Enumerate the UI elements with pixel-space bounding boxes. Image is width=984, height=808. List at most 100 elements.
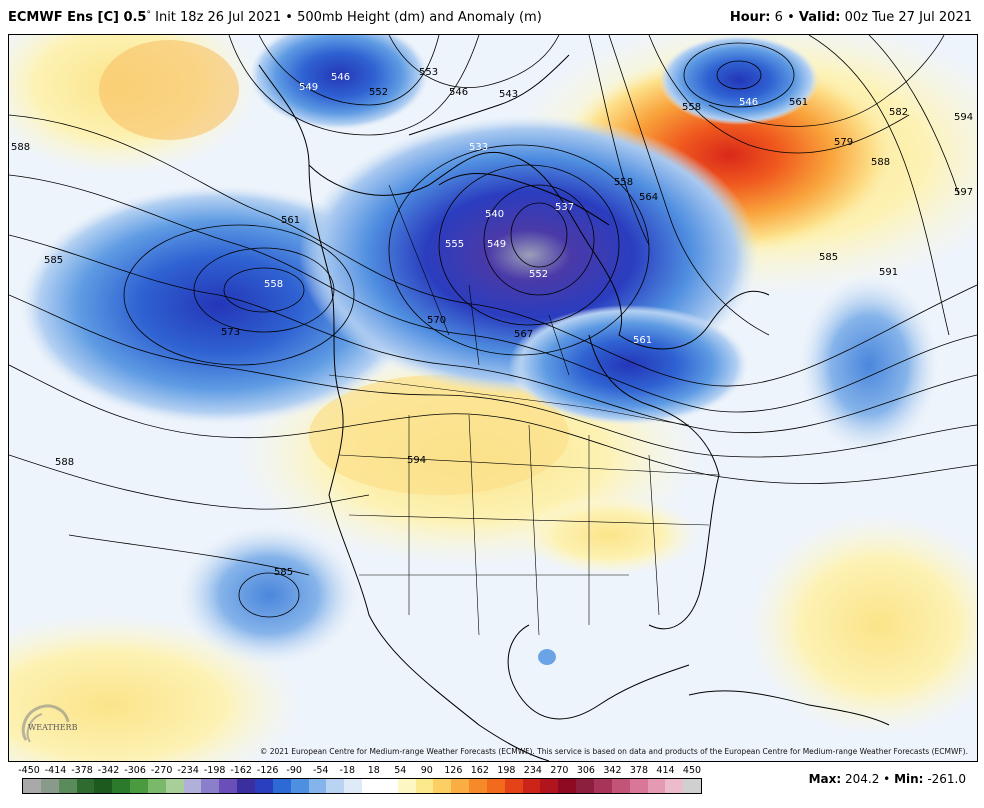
colorbar-swatch — [665, 779, 684, 793]
min-label: Min: — [894, 772, 924, 786]
colorbar-tick-label: 306 — [576, 765, 595, 776]
separator: • — [285, 10, 293, 25]
degree-mark: ° — [146, 10, 151, 20]
contour-label: 552 — [369, 87, 388, 98]
contour-label: 555 — [445, 239, 464, 250]
contour-label: 570 — [427, 315, 446, 326]
colorbar-tick-label: 54 — [394, 765, 407, 776]
colorbar-swatch — [522, 779, 541, 793]
logo-graphic: WEATHERBELL — [21, 704, 95, 743]
colorbar-tick-label: -18 — [339, 765, 355, 776]
separator-3: • — [883, 772, 891, 786]
colorbar-swatch — [504, 779, 523, 793]
contour-label: 588 — [11, 142, 30, 153]
contour-label: 553 — [419, 67, 438, 78]
valid-label: Valid: — [798, 10, 841, 25]
contour-label: 558 — [264, 279, 283, 290]
contour-label: 549 — [299, 82, 318, 93]
contour-label: 573 — [221, 327, 240, 338]
colorbar-swatch — [112, 779, 131, 793]
max-value: 204.2 — [844, 772, 880, 786]
colorbar-tick-label: -198 — [203, 765, 226, 776]
colorbar-tick-label: -270 — [150, 765, 173, 776]
colorbar-swatch — [433, 779, 452, 793]
contour-label: 546 — [449, 87, 468, 98]
max-min-readout: Max: 204.2 • Min: -261.0 — [809, 772, 966, 786]
colorbar-swatch — [451, 779, 470, 793]
contour-label: 543 — [499, 89, 518, 100]
contour-label: 597 — [954, 187, 973, 198]
contour-label: 588 — [55, 457, 74, 468]
colorbar-swatch — [201, 779, 220, 793]
political-borders — [328, 184, 720, 636]
colorbar-swatch — [362, 779, 380, 793]
contour-label: 558 — [682, 102, 701, 113]
colorbar-swatch — [415, 779, 434, 793]
weatherbell-logo: WEATHERBELL — [18, 700, 95, 748]
colorbar-tick-label: -450 — [18, 765, 40, 776]
contour-label: 552 — [529, 269, 548, 280]
contour-label: 579 — [834, 137, 853, 148]
colorbar-tick-label: 342 — [603, 765, 622, 776]
copyright-notice: © 2021 European Centre for Medium-range … — [259, 747, 968, 756]
contour-label: 588 — [871, 157, 890, 168]
colorbar-swatch — [76, 779, 95, 793]
colorbar-tick-label: -54 — [312, 765, 329, 776]
height-contours — [9, 35, 977, 618]
colorbar-swatch — [576, 779, 594, 793]
colorbar-swatch — [629, 779, 648, 793]
positive-anomaly-shading — [9, 35, 977, 761]
colorbar-tick-labels: -450 -414 -378 -342 -306 -270 -234 -198 -162 -126… — [18, 765, 710, 777]
contour-label: 594 — [954, 112, 973, 123]
contour-label: 561 — [789, 97, 808, 108]
contour-label: 582 — [889, 107, 908, 118]
colorbar-tick-label: 18 — [367, 765, 380, 776]
contour-label: 585 — [44, 255, 63, 266]
map-title: ECMWF Ens [C] 0.5° Init 18z 26 Jul 2021 … — [8, 10, 542, 25]
map-panel: 549 546 552 553 546 543 546 561 582 594 … — [8, 34, 978, 762]
colorbar-swatch — [219, 779, 238, 793]
colorbar-swatch — [540, 779, 559, 793]
contour-label: 546 — [739, 97, 758, 108]
colorbar-swatch — [379, 779, 398, 793]
colorbar-tick-label: 126 — [444, 765, 463, 776]
model-name: ECMWF Ens [C] 0.5 — [8, 10, 147, 25]
contour-label: 591 — [879, 267, 898, 278]
colorbar-swatch — [594, 779, 612, 793]
contour-label: 561 — [281, 215, 300, 226]
colorbar-swatch — [486, 779, 505, 793]
colorbar-tick-label: -378 — [71, 765, 93, 776]
colorbar-tick-label: -234 — [177, 765, 199, 776]
contour-label: 558 — [614, 177, 633, 188]
colorbar-swatch — [58, 779, 77, 793]
contour-label: 549 — [487, 239, 506, 250]
colorbar-swatch — [647, 779, 666, 793]
colorbar-tick-label: 90 — [420, 765, 433, 776]
colorbar-swatch — [165, 779, 184, 793]
contour-label: 533 — [469, 142, 488, 153]
colorbar-swatch — [290, 779, 309, 793]
colorbar-swatch — [254, 779, 273, 793]
hour-value: 6 — [774, 10, 783, 25]
colorbar-swatch — [147, 779, 166, 793]
colorbar-swatch — [130, 779, 148, 793]
colorbar-swatch — [94, 779, 113, 793]
contour-label: 594 — [407, 455, 426, 466]
contour-label: 585 — [274, 567, 293, 578]
map-canvas: 549 546 552 553 546 543 546 561 582 594 … — [9, 35, 977, 761]
colorbar-swatch — [23, 779, 41, 793]
colorbar-swatch — [683, 779, 702, 793]
colorbar-tick-label: 198 — [497, 765, 516, 776]
contour-label: 561 — [633, 335, 652, 346]
colorbar-swatch — [344, 779, 363, 793]
colorbar-tick-label: -414 — [44, 765, 67, 776]
field-name: 500mb Height (dm) and Anomaly (m) — [297, 10, 542, 25]
colorbar-swatch — [272, 779, 291, 793]
colorbar-swatch — [183, 779, 202, 793]
colorbar-swatch — [326, 779, 345, 793]
colorbar-tick-label: 378 — [629, 765, 649, 776]
hour-label: Hour: — [729, 10, 771, 25]
negative-anomaly-shading — [19, 35, 939, 665]
colorbar-tick-label: -342 — [97, 765, 120, 776]
colorbar-swatch — [237, 779, 255, 793]
